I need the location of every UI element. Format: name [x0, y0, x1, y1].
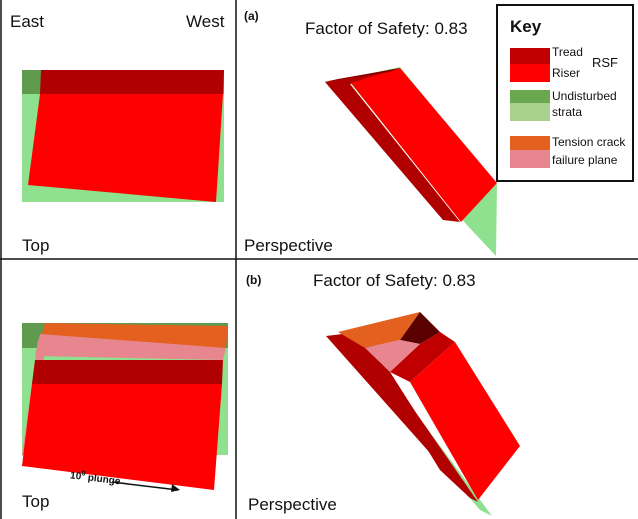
tread-top-a — [324, 68, 400, 82]
perspective-label-b: Perspective — [248, 495, 337, 514]
top-view-a — [22, 70, 224, 202]
swatch-strata — [510, 103, 550, 121]
legend-key: Key Tread Riser RSF Undisturbed strata T… — [496, 4, 634, 182]
tread-side-a — [325, 68, 460, 222]
persp-view-a — [324, 67, 497, 256]
legend-strata: strata — [552, 105, 583, 119]
perspective-label-a: Perspective — [244, 236, 333, 255]
plunge-degree: 0 — [81, 470, 86, 478]
west-label: West — [186, 12, 225, 31]
legend-undisturbed: Undisturbed — [552, 89, 617, 103]
legend-rsf: RSF — [592, 55, 618, 70]
panel-tag-b: (b) — [246, 273, 262, 287]
key-title: Key — [510, 17, 542, 36]
plunge-value: 10 — [69, 470, 82, 483]
top-view-b — [22, 323, 228, 492]
swatch-tread — [510, 48, 550, 64]
swatch-undisturbed — [510, 90, 550, 103]
panel-tag-a: (a) — [244, 9, 259, 23]
top-label-a: Top — [22, 236, 50, 255]
tread-strip-a — [40, 70, 224, 94]
east-label: East — [10, 12, 45, 31]
riser-top-b — [390, 332, 455, 382]
tread-strip-b — [32, 360, 223, 384]
plunge-arrow-line — [111, 481, 179, 491]
legend-tread: Tread — [552, 45, 583, 59]
legend-tension-crack: Tension crack — [552, 135, 626, 149]
tension-crack-top-b — [338, 312, 420, 348]
swatch-failure-plane — [510, 150, 550, 168]
factor-of-safety-a: Factor of Safety: 0.83 — [305, 19, 468, 38]
failure-plane-b — [365, 340, 420, 372]
swatch-tension-crack — [510, 136, 550, 150]
riser-face-a — [28, 94, 223, 202]
legend-failure-plane: failure plane — [552, 153, 618, 167]
tension-crack-dark-b — [400, 312, 440, 344]
riser-face-a — [351, 68, 497, 222]
factor-of-safety-b: Factor of Safety: 0.83 — [313, 271, 476, 290]
tread-block-b — [365, 348, 470, 498]
top-label-b: Top — [22, 492, 50, 511]
swatch-riser — [510, 64, 550, 82]
legend-riser: Riser — [552, 66, 581, 80]
persp-view-b — [326, 312, 520, 516]
riser-face-b — [410, 342, 520, 500]
failure-plane-b — [35, 334, 226, 360]
riser-face-b — [22, 384, 222, 490]
